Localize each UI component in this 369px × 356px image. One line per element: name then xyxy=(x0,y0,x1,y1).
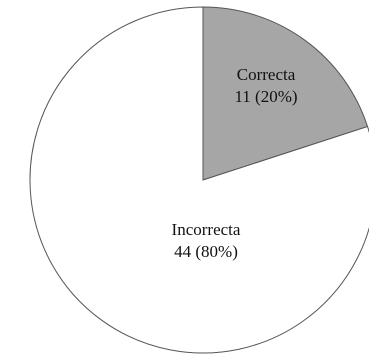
slice-value-label: 11 (20%) xyxy=(234,87,297,106)
pie-slice-correcta xyxy=(202,6,369,181)
pie-slices xyxy=(29,6,369,354)
slice-category-label: Correcta xyxy=(237,65,296,84)
pie-labels: Correcta 11 (20%) Incorrecta 44 (80%) xyxy=(172,65,298,261)
pie-slice-incorrecta xyxy=(29,6,369,354)
slice-value-label: 44 (80%) xyxy=(174,242,238,261)
slice-category-label: Incorrecta xyxy=(172,220,241,239)
